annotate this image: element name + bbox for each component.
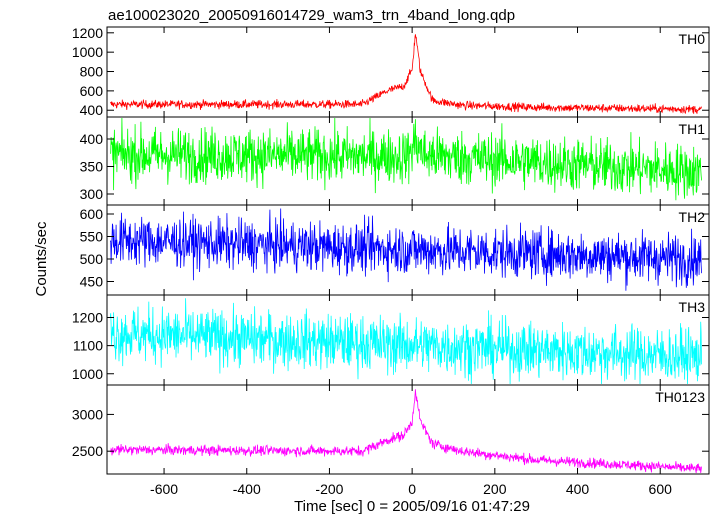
y-tick-label: 1000 [72,44,103,60]
x-tick-label: -200 [315,481,343,497]
series-th1 [109,117,702,201]
panel-label: TH3 [679,299,706,315]
panel-th0: 400 600 800 1000 1200 TH0 [72,25,710,118]
y-tick-label: 450 [80,274,104,290]
panel-label: TH2 [679,209,706,225]
chart-title: ae100023020_20050916014729_wam3_trn_4ban… [108,7,515,24]
y-tick-label: 300 [80,186,104,202]
x-tick-label: -600 [150,481,178,497]
series-th2 [109,208,702,291]
y-tick-label: 3000 [72,406,103,422]
panel-th2: 450 500 550 600 TH2 [80,204,710,296]
panel-th1: 300 350 400 TH1 [80,116,710,206]
y-tick-label: 1200 [72,310,103,326]
y-tick-label: 500 [80,251,104,267]
y-tick-label: 350 [80,159,104,175]
y-tick-label: 400 [80,102,104,118]
y-tick-label: 400 [80,131,104,147]
panel-label: TH0 [679,31,706,47]
panel-label: TH0123 [655,389,705,405]
y-tick-label: 1100 [73,338,103,354]
panel-frame [106,294,710,386]
x-axis-label: Time [sec] 0 = 2005/09/16 01:47:29 [294,498,530,515]
y-axis-label: Counts/sec [33,221,50,297]
y-tick-label: 1000 [72,366,103,382]
panel-th3: 1000 1100 1200 TH3 [72,294,710,386]
series-th0 [109,34,702,115]
panel-label: TH1 [679,121,706,137]
x-tick-label: -400 [233,481,261,497]
y-tick-label: 600 [80,83,104,99]
y-tick-label: 800 [80,64,104,80]
x-tick-label: 200 [483,481,507,497]
x-tick-label: 600 [649,481,673,497]
series-th0123 [109,389,702,474]
y-tick-label: 600 [80,206,104,222]
panel-frame [106,384,710,475]
x-tick-label: 400 [566,481,590,497]
x-axis-ticks: -600 -400 -200 0 200 400 600 [150,481,672,497]
y-tick-label: 1200 [72,25,103,41]
panel-th0123: 2500 3000 TH0123 [72,384,710,475]
y-tick-label: 2500 [72,443,103,459]
panels-group: 400 600 800 1000 1200 TH0 300 350 400 TH1 450 500 55… [72,25,710,475]
series-th3 [109,298,702,385]
x-tick-label: 0 [408,481,416,497]
y-tick-label: 550 [80,229,104,245]
